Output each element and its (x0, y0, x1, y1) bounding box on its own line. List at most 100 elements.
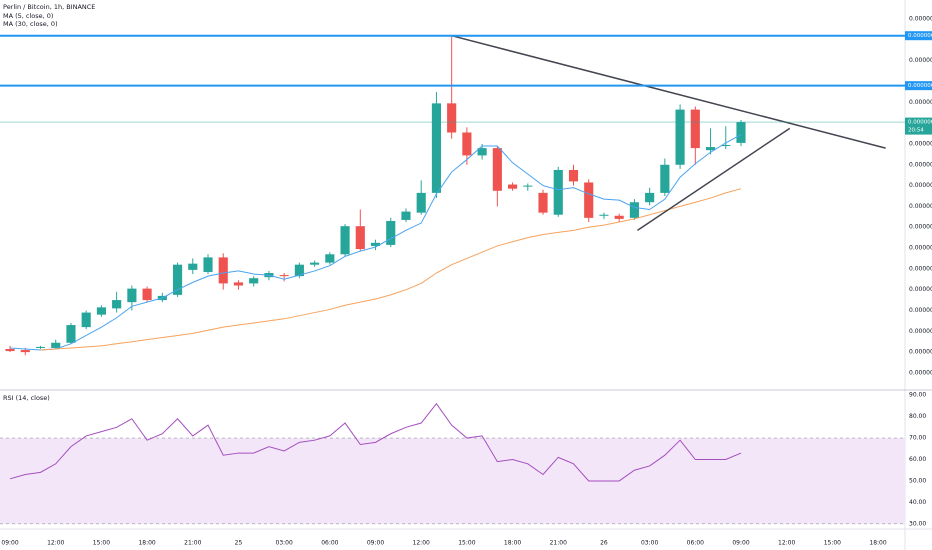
rsi-tick-label: 70.00 (909, 435, 926, 442)
candle-body (112, 300, 122, 309)
x-tick-label: 25 (235, 540, 243, 547)
candle-body (462, 132, 472, 156)
x-tick-label: 12:00 (413, 540, 430, 547)
rsi-tick-label: 90.00 (909, 392, 926, 399)
y-tick-label: 0.00000520 (909, 203, 932, 210)
candle-body (629, 202, 639, 218)
rsi-tick-label: 80.00 (909, 413, 926, 420)
candle-body (20, 350, 30, 353)
candle-body (614, 215, 624, 219)
candle-body (477, 148, 487, 156)
y-tick-label: 0.00000460 (909, 265, 932, 272)
legend-entry: MA (30, close, 0) (3, 20, 58, 28)
candle-body (35, 346, 46, 348)
y-tick-label: 0.00000400 (909, 328, 932, 335)
candle-body (294, 264, 304, 277)
price-label: 0.00000636 (908, 83, 932, 89)
y-tick-label: 0.00000700 (909, 16, 932, 23)
x-tick-label: 12:00 (778, 540, 795, 547)
x-tick-label: 15:00 (93, 540, 110, 547)
candle-body (188, 263, 198, 270)
moving-average-line (10, 134, 742, 351)
rsi-tick-label: 60.00 (909, 456, 926, 463)
x-tick-label: 15:00 (458, 540, 475, 547)
rsi-tick-label: 40.00 (909, 499, 926, 506)
candle-body (553, 169, 563, 215)
candle-body (492, 148, 502, 191)
candle-body (340, 226, 350, 255)
price-label-box (905, 81, 932, 91)
price-label: 0.00000684 (908, 33, 932, 39)
x-tick-label: 15:00 (824, 540, 841, 547)
candle-body (599, 214, 609, 216)
y-tick-label: 0.00000540 (909, 182, 932, 189)
candle-body (721, 144, 731, 147)
y-tick-label: 0.00000660 (909, 57, 932, 64)
candle-body (447, 103, 457, 133)
candle-body (66, 325, 76, 343)
rsi-band (0, 438, 905, 524)
y-tick-label: 0.00000560 (909, 161, 932, 168)
trend-line (451, 34, 886, 149)
candle-body (5, 348, 15, 352)
y-tick-label: 0.00000380 (909, 349, 932, 356)
y-tick-label: 0.00000420 (909, 307, 932, 314)
candle-body (386, 220, 396, 245)
candle-body (233, 282, 244, 286)
candle-body (660, 164, 670, 193)
countdown-label: 20:54 (908, 128, 924, 134)
marks: 0.00000700 0.00000660 0.00000620 0.00000580… (0, 16, 932, 547)
candle-body (96, 307, 106, 315)
x-tick-label: 03:00 (641, 540, 658, 547)
candle-body (355, 226, 365, 250)
candle-body (249, 278, 259, 284)
y-tick-label: 0.00000580 (909, 140, 932, 147)
candle-body (584, 182, 594, 218)
candle-body (705, 147, 716, 151)
y-tick-label: 0.00000500 (909, 224, 932, 231)
last-price-label: 0.00000601 (908, 120, 932, 126)
x-tick-label: 09:00 (732, 540, 749, 547)
candle-body (218, 257, 228, 284)
x-tick-label: 21:00 (550, 540, 567, 547)
rsi-tick-label: 50.00 (909, 477, 926, 484)
candle-body (431, 103, 442, 193)
moving-average-line (40, 188, 742, 351)
candle-body (142, 288, 152, 301)
rsi-tick-label: 30.00 (909, 520, 926, 527)
x-tick-label: 18:00 (869, 540, 886, 547)
candle-body (645, 192, 655, 203)
x-tick-label: 26 (600, 540, 608, 547)
candle-body (568, 169, 579, 182)
y-tick-label: 0.00000480 (909, 245, 932, 252)
x-tick-label: 09:00 (367, 540, 384, 547)
candle-body (690, 109, 700, 149)
candle-body (523, 185, 533, 187)
y-tick-label: 0.00000620 (909, 99, 932, 106)
trend-line (637, 127, 791, 231)
x-tick-label: 06:00 (687, 540, 704, 547)
y-tick-label: 0.00000360 (909, 369, 932, 376)
candle-body (203, 257, 213, 272)
candle-body (127, 288, 137, 303)
y-tick-label: 0.00000440 (909, 286, 932, 293)
candle-body (416, 192, 426, 213)
x-tick-label: 18:00 (138, 540, 155, 547)
price-label-box (905, 31, 932, 41)
last-price-box (905, 117, 932, 135)
chart-title: Perlin / Bitcoin, 1h, BINANCE (3, 3, 95, 11)
x-tick-label: 21:00 (184, 540, 201, 547)
candle-body (81, 312, 91, 328)
candle-body (736, 122, 746, 143)
candle-body (172, 264, 183, 295)
legend-entry: MA (5, close, 0) (3, 12, 53, 20)
candle-body (325, 254, 335, 263)
x-tick-label: 09:00 (1, 540, 18, 547)
candle-body (310, 262, 320, 265)
candle-body (401, 211, 411, 220)
rsi-line (9, 402, 742, 482)
candle-body (508, 184, 518, 189)
x-tick-label: 03:00 (276, 540, 293, 547)
x-tick-label: 18:00 (504, 540, 521, 547)
